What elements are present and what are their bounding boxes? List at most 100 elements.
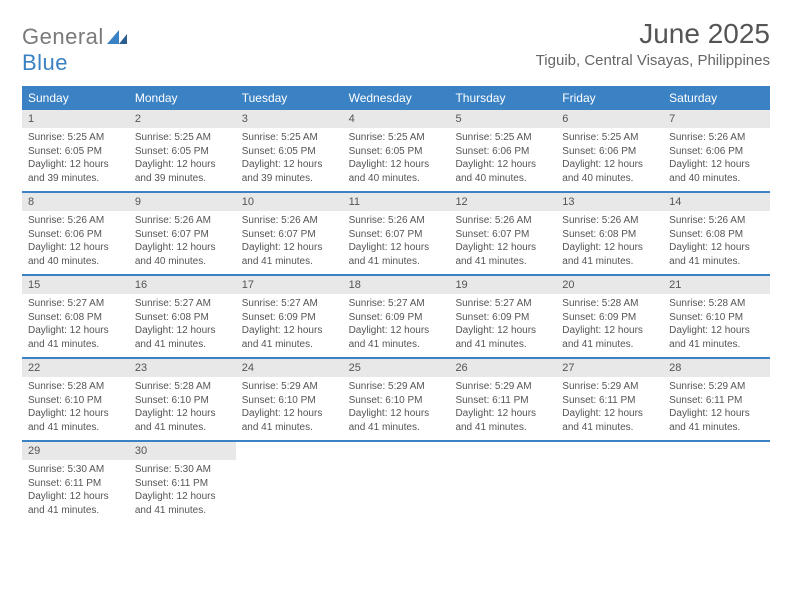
day-cell: 10Sunrise: 5:26 AMSunset: 6:07 PMDayligh… — [236, 193, 343, 274]
day-cell: 13Sunrise: 5:26 AMSunset: 6:08 PMDayligh… — [556, 193, 663, 274]
day-number: 5 — [449, 110, 556, 128]
day-number: 4 — [343, 110, 450, 128]
day-cell: 6Sunrise: 5:25 AMSunset: 6:06 PMDaylight… — [556, 110, 663, 191]
day-number: 9 — [129, 193, 236, 211]
day-cell: 21Sunrise: 5:28 AMSunset: 6:10 PMDayligh… — [663, 276, 770, 357]
weekday-header: Friday — [556, 86, 663, 110]
day-cell — [449, 442, 556, 523]
day-number: 10 — [236, 193, 343, 211]
day-body: Sunrise: 5:30 AMSunset: 6:11 PMDaylight:… — [22, 460, 129, 523]
day-body: Sunrise: 5:26 AMSunset: 6:07 PMDaylight:… — [343, 211, 450, 274]
day-cell — [343, 442, 450, 523]
day-cell: 2Sunrise: 5:25 AMSunset: 6:05 PMDaylight… — [129, 110, 236, 191]
day-number: 19 — [449, 276, 556, 294]
week-row: 1Sunrise: 5:25 AMSunset: 6:05 PMDaylight… — [22, 110, 770, 193]
day-cell — [663, 442, 770, 523]
day-body: Sunrise: 5:25 AMSunset: 6:06 PMDaylight:… — [556, 128, 663, 191]
month-title: June 2025 — [536, 18, 770, 50]
day-body: Sunrise: 5:29 AMSunset: 6:11 PMDaylight:… — [556, 377, 663, 440]
day-number: 27 — [556, 359, 663, 377]
logo-word-2: Blue — [22, 50, 68, 75]
day-number: 13 — [556, 193, 663, 211]
title-block: June 2025 Tiguib, Central Visayas, Phili… — [536, 18, 770, 69]
day-cell: 22Sunrise: 5:28 AMSunset: 6:10 PMDayligh… — [22, 359, 129, 440]
day-body: Sunrise: 5:26 AMSunset: 6:06 PMDaylight:… — [663, 128, 770, 191]
day-body: Sunrise: 5:27 AMSunset: 6:09 PMDaylight:… — [236, 294, 343, 357]
day-body: Sunrise: 5:26 AMSunset: 6:08 PMDaylight:… — [556, 211, 663, 274]
day-number: 3 — [236, 110, 343, 128]
day-number: 18 — [343, 276, 450, 294]
weekday-header: Thursday — [449, 86, 556, 110]
week-row: 15Sunrise: 5:27 AMSunset: 6:08 PMDayligh… — [22, 276, 770, 359]
day-number: 21 — [663, 276, 770, 294]
day-cell: 12Sunrise: 5:26 AMSunset: 6:07 PMDayligh… — [449, 193, 556, 274]
day-body: Sunrise: 5:30 AMSunset: 6:11 PMDaylight:… — [129, 460, 236, 523]
day-body: Sunrise: 5:29 AMSunset: 6:11 PMDaylight:… — [663, 377, 770, 440]
day-body: Sunrise: 5:27 AMSunset: 6:09 PMDaylight:… — [449, 294, 556, 357]
day-body: Sunrise: 5:25 AMSunset: 6:06 PMDaylight:… — [449, 128, 556, 191]
weekday-header: Saturday — [663, 86, 770, 110]
day-cell: 5Sunrise: 5:25 AMSunset: 6:06 PMDaylight… — [449, 110, 556, 191]
day-body: Sunrise: 5:29 AMSunset: 6:10 PMDaylight:… — [343, 377, 450, 440]
day-body: Sunrise: 5:27 AMSunset: 6:08 PMDaylight:… — [129, 294, 236, 357]
day-number: 12 — [449, 193, 556, 211]
day-number: 20 — [556, 276, 663, 294]
day-cell: 17Sunrise: 5:27 AMSunset: 6:09 PMDayligh… — [236, 276, 343, 357]
day-number: 23 — [129, 359, 236, 377]
location-text: Tiguib, Central Visayas, Philippines — [536, 52, 770, 69]
logo-mark-icon — [107, 30, 127, 44]
day-cell: 24Sunrise: 5:29 AMSunset: 6:10 PMDayligh… — [236, 359, 343, 440]
day-number: 28 — [663, 359, 770, 377]
week-row: 29Sunrise: 5:30 AMSunset: 6:11 PMDayligh… — [22, 442, 770, 523]
day-number: 22 — [22, 359, 129, 377]
day-cell: 26Sunrise: 5:29 AMSunset: 6:11 PMDayligh… — [449, 359, 556, 440]
day-cell: 15Sunrise: 5:27 AMSunset: 6:08 PMDayligh… — [22, 276, 129, 357]
day-cell: 23Sunrise: 5:28 AMSunset: 6:10 PMDayligh… — [129, 359, 236, 440]
day-number: 2 — [129, 110, 236, 128]
day-number: 17 — [236, 276, 343, 294]
day-body: Sunrise: 5:29 AMSunset: 6:11 PMDaylight:… — [449, 377, 556, 440]
day-cell: 7Sunrise: 5:26 AMSunset: 6:06 PMDaylight… — [663, 110, 770, 191]
day-body: Sunrise: 5:28 AMSunset: 6:09 PMDaylight:… — [556, 294, 663, 357]
header-bar: General Blue June 2025 Tiguib, Central V… — [22, 18, 770, 76]
weekday-header: Sunday — [22, 86, 129, 110]
day-body: Sunrise: 5:25 AMSunset: 6:05 PMDaylight:… — [22, 128, 129, 191]
day-cell: 4Sunrise: 5:25 AMSunset: 6:05 PMDaylight… — [343, 110, 450, 191]
weekday-header: Wednesday — [343, 86, 450, 110]
calendar: SundayMondayTuesdayWednesdayThursdayFrid… — [22, 86, 770, 523]
week-row: 8Sunrise: 5:26 AMSunset: 6:06 PMDaylight… — [22, 193, 770, 276]
day-cell: 20Sunrise: 5:28 AMSunset: 6:09 PMDayligh… — [556, 276, 663, 357]
day-number: 29 — [22, 442, 129, 460]
day-cell: 25Sunrise: 5:29 AMSunset: 6:10 PMDayligh… — [343, 359, 450, 440]
day-number: 25 — [343, 359, 450, 377]
logo: General Blue — [22, 18, 127, 76]
day-number: 26 — [449, 359, 556, 377]
weekday-header: Tuesday — [236, 86, 343, 110]
day-cell — [236, 442, 343, 523]
day-body: Sunrise: 5:27 AMSunset: 6:09 PMDaylight:… — [343, 294, 450, 357]
day-body: Sunrise: 5:25 AMSunset: 6:05 PMDaylight:… — [129, 128, 236, 191]
day-cell: 8Sunrise: 5:26 AMSunset: 6:06 PMDaylight… — [22, 193, 129, 274]
day-cell: 18Sunrise: 5:27 AMSunset: 6:09 PMDayligh… — [343, 276, 450, 357]
day-cell: 30Sunrise: 5:30 AMSunset: 6:11 PMDayligh… — [129, 442, 236, 523]
day-number: 6 — [556, 110, 663, 128]
day-number: 24 — [236, 359, 343, 377]
day-cell — [556, 442, 663, 523]
day-number: 1 — [22, 110, 129, 128]
weekday-header-row: SundayMondayTuesdayWednesdayThursdayFrid… — [22, 86, 770, 110]
day-number: 14 — [663, 193, 770, 211]
logo-text: General Blue — [22, 24, 127, 76]
week-row: 22Sunrise: 5:28 AMSunset: 6:10 PMDayligh… — [22, 359, 770, 442]
day-cell: 19Sunrise: 5:27 AMSunset: 6:09 PMDayligh… — [449, 276, 556, 357]
day-cell: 11Sunrise: 5:26 AMSunset: 6:07 PMDayligh… — [343, 193, 450, 274]
day-cell: 28Sunrise: 5:29 AMSunset: 6:11 PMDayligh… — [663, 359, 770, 440]
day-body: Sunrise: 5:27 AMSunset: 6:08 PMDaylight:… — [22, 294, 129, 357]
day-body: Sunrise: 5:25 AMSunset: 6:05 PMDaylight:… — [343, 128, 450, 191]
day-cell: 27Sunrise: 5:29 AMSunset: 6:11 PMDayligh… — [556, 359, 663, 440]
day-body: Sunrise: 5:28 AMSunset: 6:10 PMDaylight:… — [663, 294, 770, 357]
day-number: 11 — [343, 193, 450, 211]
day-cell: 9Sunrise: 5:26 AMSunset: 6:07 PMDaylight… — [129, 193, 236, 274]
weekday-header: Monday — [129, 86, 236, 110]
day-body: Sunrise: 5:26 AMSunset: 6:08 PMDaylight:… — [663, 211, 770, 274]
day-cell: 1Sunrise: 5:25 AMSunset: 6:05 PMDaylight… — [22, 110, 129, 191]
